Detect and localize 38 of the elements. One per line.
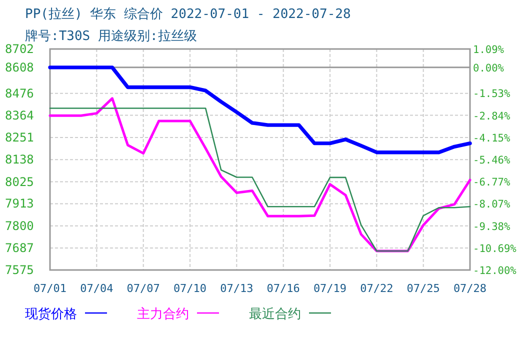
x-tick-label: 07/25 (406, 282, 440, 295)
y2-tick-label: -2.84% (473, 110, 511, 122)
y2-tick-label: -10.69% (473, 242, 518, 255)
legend-label: 主力合约 (137, 306, 189, 322)
x-tick-label: 07/28 (453, 282, 487, 295)
y2-tick-label: -8.07% (473, 198, 511, 211)
y2-tick-label: -12.00% (473, 265, 518, 277)
y2-tick-label: -4.15% (473, 132, 511, 144)
y-tick-label: 8476 (5, 86, 34, 100)
y-tick-label: 7800 (5, 218, 34, 233)
y2-tick-label: -6.77% (473, 176, 511, 189)
y2-tick-label: 0.00% (473, 62, 505, 74)
x-tick-label: 07/04 (80, 282, 114, 295)
line-series (48, 66, 472, 154)
y-tick-label: 8138 (5, 152, 34, 167)
chart-subtitle: 牌号:T30S 用途级别:拉丝级 (25, 29, 197, 44)
x-tick-label: 07/22 (360, 282, 394, 295)
x-tick-label: 07/16 (266, 282, 300, 295)
y-tick-label: 7913 (5, 196, 34, 211)
chart-title: PP(拉丝) 华东 综合价 2022-07-01 - 2022-07-28 (25, 7, 351, 22)
y-tick-label: 8251 (5, 130, 34, 144)
y2-tick-label: 1.09% (473, 44, 505, 56)
y2-tick-label: -9.38% (473, 220, 511, 233)
x-tick-label: 07/01 (33, 282, 67, 295)
y-tick-label: 8608 (5, 60, 34, 74)
legend-label: 现货价格 (25, 307, 77, 322)
y-tick-label: 8364 (5, 108, 34, 122)
y2-tick-label: -5.46% (473, 154, 511, 167)
legend-label: 最近合约 (249, 307, 301, 322)
x-tick-label: 07/07 (126, 282, 160, 295)
x-tick-label: 07/19 (313, 282, 347, 295)
y-tick-label: 8702 (5, 42, 34, 56)
x-tick-label: 07/10 (173, 282, 207, 295)
y-tick-label: 7687 (5, 241, 34, 256)
y-tick-label: 7575 (5, 263, 34, 277)
x-tick-label: 07/13 (220, 282, 254, 295)
y-tick-label: 8025 (5, 174, 34, 189)
y2-tick-label: -1.53% (473, 88, 511, 100)
